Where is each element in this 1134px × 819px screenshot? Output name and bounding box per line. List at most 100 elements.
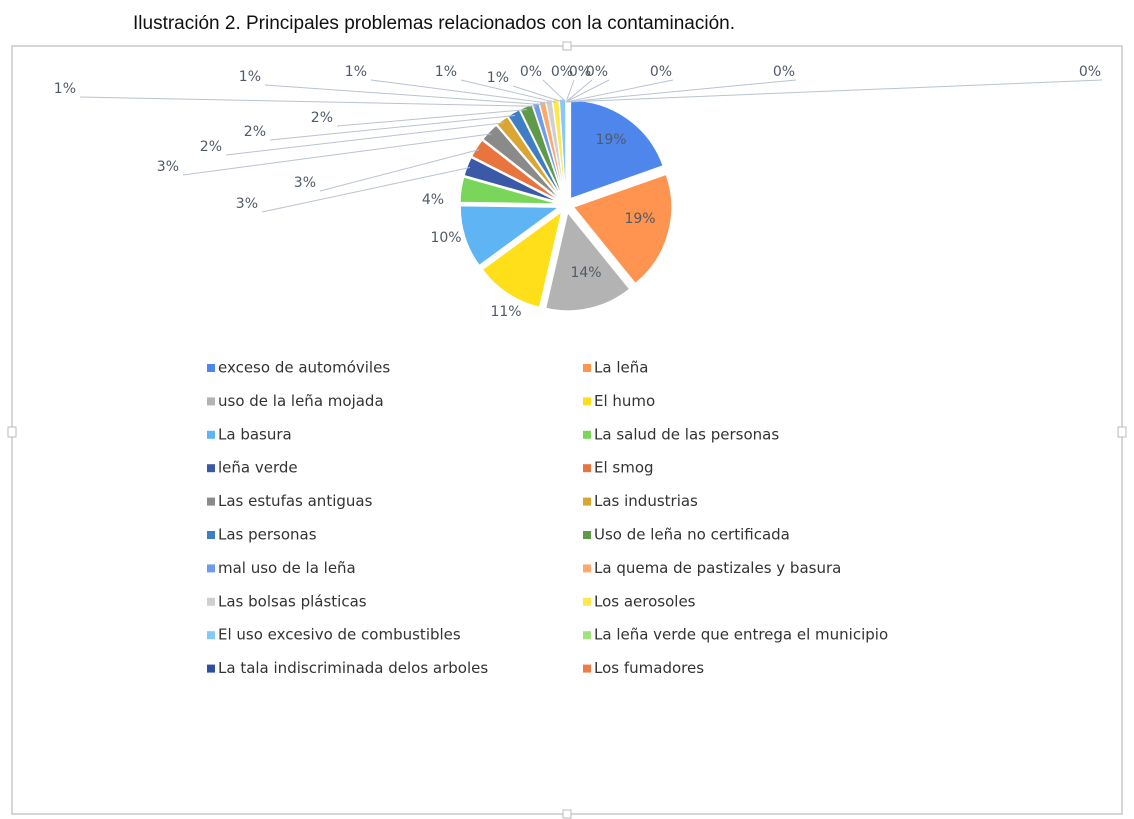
data-label: 19% <box>595 132 626 148</box>
leader-line <box>79 96 537 107</box>
pie-slice <box>459 176 559 205</box>
pie-slice <box>459 205 560 266</box>
legend-label: Los aerosoles <box>594 592 696 610</box>
legend-label: La basura <box>218 425 292 443</box>
leader-line <box>370 79 550 104</box>
data-label: 0% <box>586 64 608 80</box>
legend-label: El uso excesivo de combustibles <box>218 626 461 644</box>
legend-swatch <box>583 397 591 406</box>
data-label: 3% <box>236 196 258 212</box>
leader-line <box>182 133 492 176</box>
legend-swatch <box>207 597 215 606</box>
data-label: 4% <box>422 192 444 208</box>
data-label: 0% <box>520 64 542 80</box>
data-label: 3% <box>157 159 179 175</box>
leader-line <box>261 167 471 213</box>
handle <box>562 809 572 819</box>
legend-label: leña verde <box>218 459 298 477</box>
leader-line <box>565 79 674 103</box>
data-label: 0% <box>551 64 573 80</box>
leader-line <box>460 79 557 103</box>
leader-line <box>319 149 480 192</box>
pie-slice <box>471 139 560 202</box>
pie-slice <box>463 157 559 203</box>
legend-swatch <box>207 531 215 539</box>
legend-label: exceso de automóviles <box>218 359 390 377</box>
data-label: 2% <box>244 124 266 140</box>
leader-line <box>565 79 593 103</box>
data-label: 10% <box>430 230 461 246</box>
legend-swatch <box>583 531 591 539</box>
data-label: 2% <box>200 139 222 155</box>
leader-line <box>542 79 567 103</box>
chart-title: Ilustración 2. Principales problemas rel… <box>133 13 735 34</box>
legend-swatch <box>207 564 215 573</box>
legend-swatch <box>207 397 215 406</box>
pie-slice <box>538 100 565 198</box>
pie-slice <box>496 116 562 199</box>
handle <box>1117 426 1127 438</box>
data-label: 0% <box>773 64 795 80</box>
legend-label: Las personas <box>218 526 317 544</box>
leader-line <box>269 114 516 141</box>
legend-swatch <box>583 631 591 640</box>
pie-slice <box>531 101 565 198</box>
data-label: 3% <box>294 175 316 191</box>
data-label: 1% <box>239 69 261 85</box>
handle <box>7 426 17 438</box>
legend-label: El smog <box>594 459 654 477</box>
leader-line <box>565 79 1103 103</box>
legend-swatch <box>207 497 215 506</box>
leader-line <box>264 84 543 106</box>
data-label: 19% <box>624 211 655 227</box>
legend-label: La leña <box>594 359 648 377</box>
leader-line <box>225 122 504 156</box>
pie-slice <box>481 210 563 308</box>
pie-slice <box>519 104 564 198</box>
data-label: 0% <box>650 64 672 80</box>
legend-swatch <box>207 631 215 640</box>
legend-swatch <box>583 664 591 673</box>
data-label: 1% <box>54 81 76 97</box>
legend-label: Las bolsas plásticas <box>218 592 367 610</box>
leader-line <box>336 109 527 127</box>
leader-line <box>565 79 610 103</box>
legend-swatch <box>207 364 215 372</box>
legend-swatch <box>583 464 591 473</box>
legend-label: Las estufas antiguas <box>218 492 373 510</box>
legend-label: mal uso de la leña <box>218 559 356 577</box>
legend-label: La salud de las personas <box>594 425 779 443</box>
legend-label: Uso de leña no certificada <box>594 526 790 544</box>
legend-label: Las industrias <box>594 492 698 510</box>
data-label: 1% <box>487 70 509 86</box>
legend-swatch <box>583 497 591 506</box>
data-label: 2% <box>311 110 333 126</box>
legend-label: El humo <box>594 392 655 410</box>
legend-label: La leña verde que entrega el municipio <box>594 626 888 644</box>
legend-swatch <box>583 430 591 439</box>
legend-label: La quema de pastizales y basura <box>594 559 841 577</box>
legend-label: La tala indiscriminada delos arboles <box>218 659 488 677</box>
legend-swatch <box>583 564 591 573</box>
data-label: 1% <box>435 64 457 80</box>
data-label: 1% <box>345 64 367 80</box>
data-label: 0% <box>1079 64 1101 80</box>
data-label: 11% <box>490 304 521 320</box>
legend-swatch <box>207 430 215 439</box>
leader-line <box>565 79 575 103</box>
pie-slice <box>482 124 561 200</box>
handle <box>562 41 572 51</box>
legend-swatch <box>583 597 591 606</box>
legend-label: Los fumadores <box>594 659 704 677</box>
pie-slice <box>572 173 673 285</box>
data-label: 14% <box>570 265 601 281</box>
legend-swatch <box>207 464 215 473</box>
leader-line <box>565 79 797 103</box>
pie-slice <box>545 211 631 312</box>
legend-label: uso de la leña mojada <box>218 392 384 410</box>
legend-swatch <box>207 664 215 673</box>
data-label: 0% <box>569 64 591 80</box>
leader-line <box>512 85 563 103</box>
